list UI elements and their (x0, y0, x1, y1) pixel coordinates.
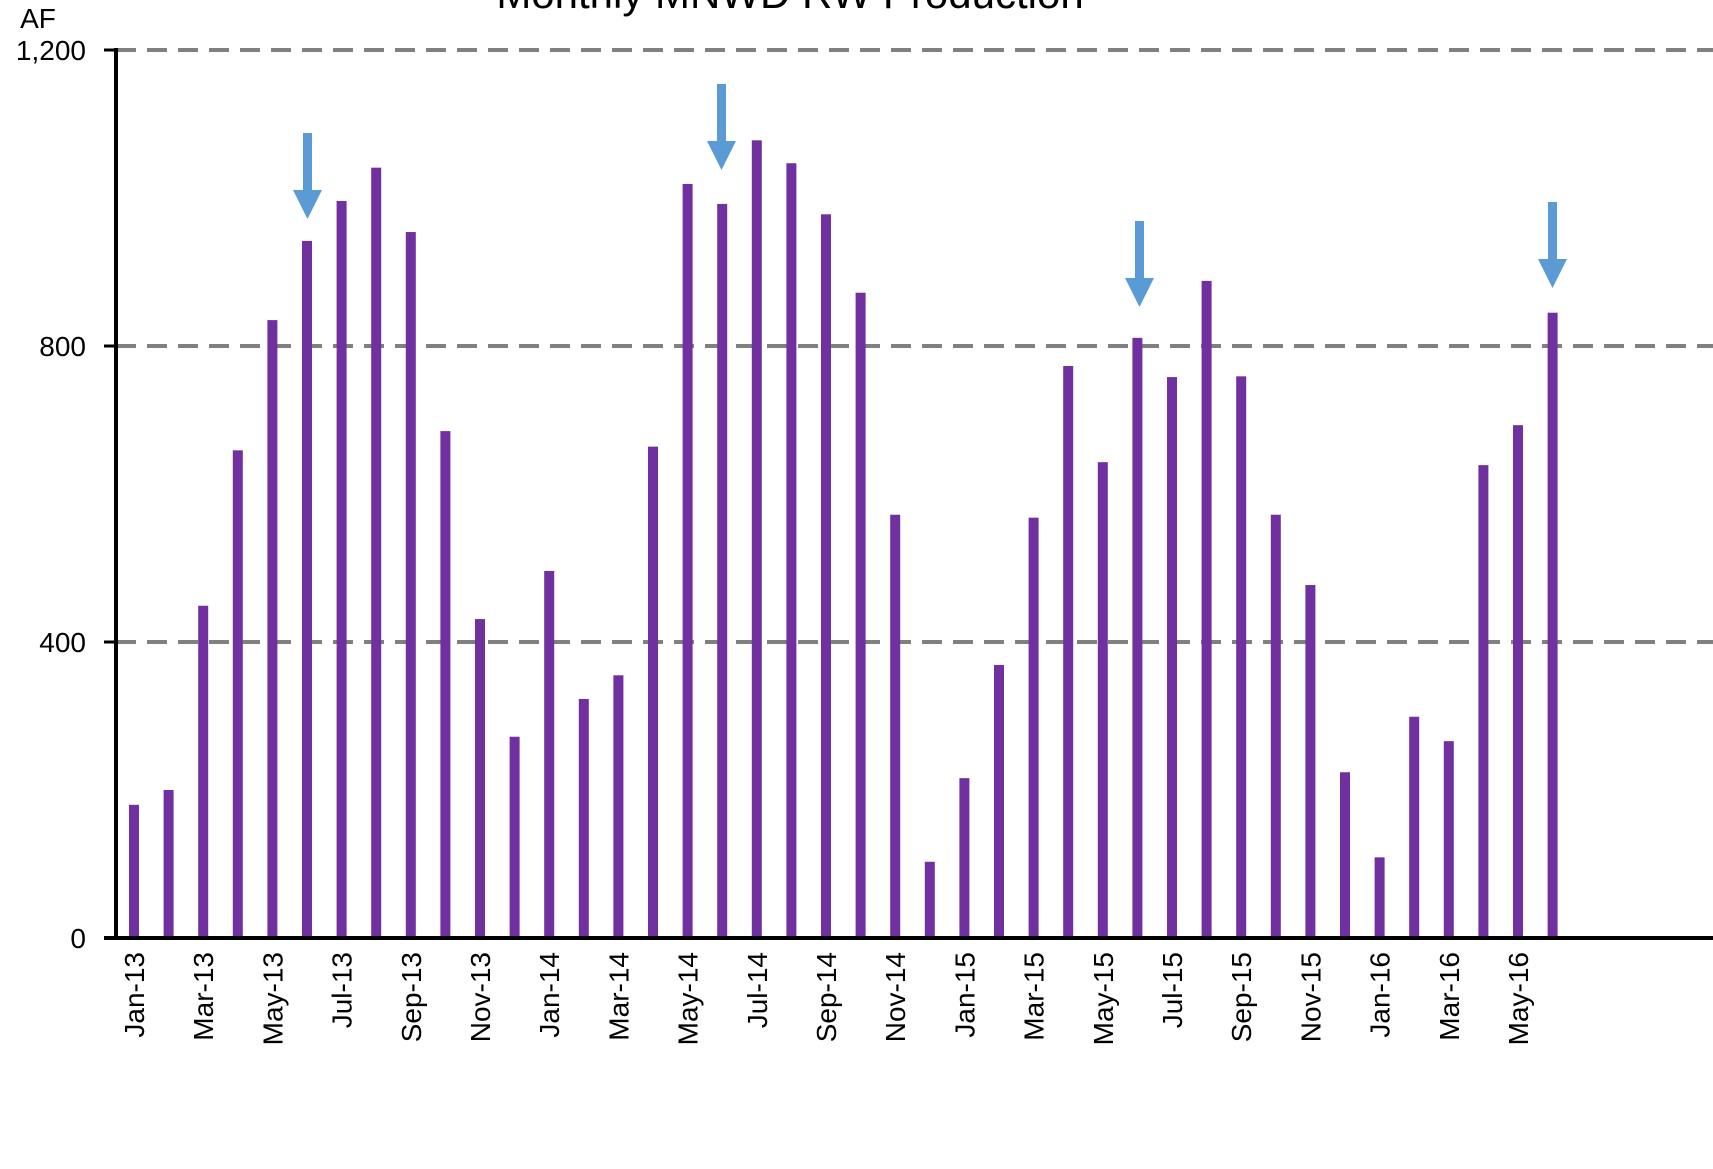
bar (1409, 716, 1420, 938)
bar (786, 163, 797, 939)
bar (1305, 585, 1316, 938)
bar (1443, 741, 1454, 938)
annotation-arrows (293, 84, 1567, 307)
arrow (1538, 259, 1567, 288)
bar (751, 140, 762, 938)
x-tick-label: Jan-15 (949, 952, 980, 1038)
bar (1478, 465, 1489, 938)
bar (1547, 312, 1558, 938)
x-tick-label: Jan-14 (534, 952, 565, 1038)
x-tick-label: Mar-13 (188, 952, 219, 1041)
bar (682, 183, 693, 938)
arrow (1125, 278, 1154, 307)
bar (890, 514, 901, 938)
bar (1513, 425, 1523, 938)
bar (959, 778, 970, 938)
arrow (707, 141, 736, 170)
bar (1167, 377, 1177, 939)
x-tick-label: Nov-15 (1295, 952, 1326, 1042)
x-tick-label: Jan-13 (119, 952, 150, 1038)
x-tick-label: May-13 (257, 952, 288, 1045)
arrow (1548, 202, 1557, 262)
bar (129, 804, 139, 938)
bar (232, 450, 243, 938)
bar (578, 698, 589, 938)
x-tick-label: Jul-14 (742, 952, 773, 1028)
arrow (293, 190, 322, 219)
x-tick-label: Jan-16 (1365, 952, 1396, 1038)
x-tick-label: Nov-14 (880, 952, 911, 1042)
bar (475, 619, 485, 938)
bar (1340, 772, 1350, 938)
bar (440, 431, 451, 938)
x-tick-label: Sep-14 (811, 952, 842, 1042)
bar (924, 861, 935, 938)
bar (336, 200, 347, 938)
bar (821, 214, 831, 938)
bar (613, 675, 624, 938)
bar (994, 664, 1004, 938)
bar (1097, 462, 1108, 938)
bar (1201, 280, 1212, 938)
bar (302, 240, 312, 939)
y-axis-label: AF (20, 3, 56, 34)
arrow (303, 133, 312, 193)
bar (1063, 365, 1074, 939)
x-tick-label: Sep-13 (396, 952, 427, 1042)
y-tick-label: 800 (39, 331, 86, 362)
x-tick-label: May-16 (1503, 952, 1534, 1045)
x-tick-label: Mar-16 (1434, 952, 1465, 1041)
x-tick-label: Sep-15 (1226, 952, 1257, 1042)
y-tick-label: 1,200 (16, 35, 86, 66)
bar (855, 292, 866, 939)
x-tick-label: May-15 (1088, 952, 1119, 1045)
bar (198, 605, 209, 938)
bar (509, 736, 520, 938)
bar (163, 790, 174, 938)
arrow (1135, 221, 1144, 281)
x-tick-label: Jul-13 (327, 952, 358, 1028)
x-tick-label: Nov-13 (465, 952, 496, 1042)
bar (717, 203, 728, 939)
bar (267, 320, 278, 939)
x-tick-label: Jul-15 (1157, 952, 1188, 1028)
x-tick-label: May-14 (673, 952, 704, 1045)
arrow (717, 84, 726, 144)
bar (1374, 857, 1385, 938)
bar (405, 232, 416, 939)
bar (371, 167, 382, 938)
bar (1236, 376, 1247, 939)
bar (1132, 337, 1143, 938)
y-tick-label: 0 (70, 923, 86, 954)
chart-title: Monthly MNWD RW Production (496, 0, 1083, 17)
y-tick-label: 400 (39, 627, 86, 658)
bar (1270, 514, 1281, 938)
bar (544, 570, 555, 938)
bar (1028, 517, 1039, 938)
x-tick-label: Mar-15 (1019, 952, 1050, 1041)
bar (648, 446, 658, 938)
x-tick-label: Mar-14 (603, 952, 634, 1041)
